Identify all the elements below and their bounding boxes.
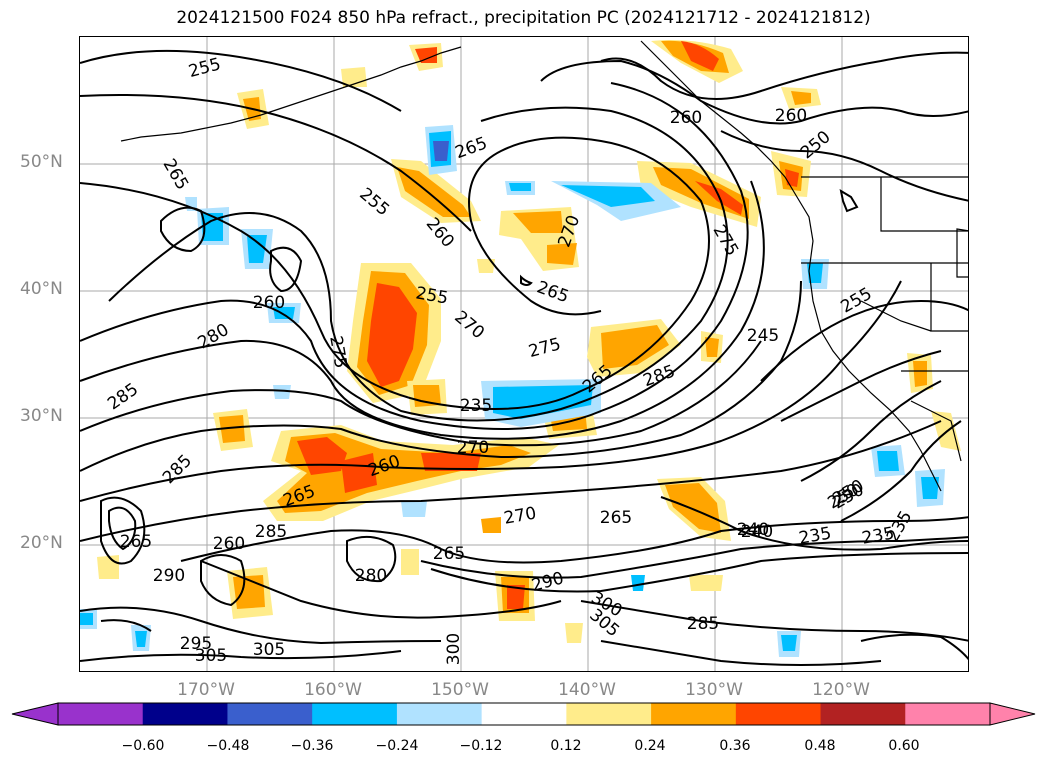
contour-label: 285 xyxy=(159,451,196,488)
contour-label: 245 xyxy=(747,326,779,346)
colorbar-tick: 0.36 xyxy=(719,738,751,754)
lon-label-170w: 170°W xyxy=(177,680,235,700)
colorbar-bin xyxy=(905,703,991,725)
contour-label: 265 xyxy=(534,277,571,307)
contour-label: 265 xyxy=(453,133,490,163)
contour-label: 280 xyxy=(355,566,387,586)
lat-label-30: 30°N xyxy=(20,406,63,426)
contour-label: 285 xyxy=(687,614,719,634)
contour-label: 300 xyxy=(444,633,464,665)
contour-label: 260 xyxy=(253,293,285,313)
contour-label: 285 xyxy=(255,522,287,542)
lat-label-20: 20°N xyxy=(20,533,63,553)
precip-negative-shading xyxy=(80,125,945,657)
contour-label: 285 xyxy=(104,379,142,414)
lon-label-120w: 120°W xyxy=(812,680,870,700)
colorbar-bin xyxy=(481,703,567,725)
colorbar-tick: −0.48 xyxy=(206,738,250,754)
contour-label: 275 xyxy=(325,334,350,369)
colorbar-extend-high xyxy=(989,702,1036,726)
lon-label-160w: 160°W xyxy=(304,680,362,700)
contour-label: 305 xyxy=(195,646,227,666)
colorbar-bins xyxy=(58,703,991,725)
contour-label: 260 xyxy=(670,108,702,128)
coastline xyxy=(120,40,968,492)
colorbar-extend-low xyxy=(11,702,59,726)
contour-label: 255 xyxy=(355,184,393,220)
contour-label: 240 xyxy=(741,522,773,542)
colorbar-tick: 0.48 xyxy=(804,738,836,754)
colorbar-tick: −0.60 xyxy=(121,738,165,754)
contour-label: 275 xyxy=(526,334,563,362)
colorbar-bin xyxy=(142,703,228,725)
lon-label-150w: 150°W xyxy=(431,680,489,700)
colorbar-bin xyxy=(58,703,144,725)
contour-label: 305 xyxy=(253,640,285,660)
lat-label-40: 40°N xyxy=(20,279,63,299)
colorbar-tick: 0.24 xyxy=(634,738,666,754)
colorbar-bin xyxy=(820,703,906,725)
colorbar-tick: −0.36 xyxy=(290,738,334,754)
lon-label-140w: 140°W xyxy=(558,680,616,700)
lon-label-130w: 130°W xyxy=(685,680,743,700)
contour-label: 250 xyxy=(797,127,835,163)
contour-label: 275 xyxy=(709,221,743,259)
contour-label: 270 xyxy=(502,503,537,528)
lat-label-50: 50°N xyxy=(20,152,63,172)
contour-label: 260 xyxy=(775,106,807,126)
contour-label: 265 xyxy=(433,544,465,564)
contour-label: 295 xyxy=(180,634,212,654)
contour-label: 270 xyxy=(450,307,488,343)
colorbar-tick: −0.12 xyxy=(459,738,503,754)
contour-label: 240 xyxy=(737,520,769,540)
contour-label: 290 xyxy=(153,566,185,586)
colorbar-bin xyxy=(651,703,737,725)
colorbar-bin xyxy=(735,703,822,725)
contour-label: 255 xyxy=(837,284,875,318)
contour-label: 255 xyxy=(186,54,223,82)
contour-label: 265 xyxy=(159,155,193,193)
refractivity-contours xyxy=(80,49,968,666)
colorbar-bin xyxy=(227,703,313,725)
colorbar-bin xyxy=(396,703,483,725)
contour-label: 265 xyxy=(120,532,152,552)
map-title: 2024121500 F024 850 hPa refract., precip… xyxy=(176,8,871,28)
contour-label: 235 xyxy=(460,396,492,416)
contour-label: 270 xyxy=(457,438,489,458)
map-canvas: 2552652552602652702652602502552702752802… xyxy=(80,37,968,671)
colorbar-tick: 0.60 xyxy=(888,738,920,754)
colorbar-bin xyxy=(312,703,398,725)
contour-label: 260 xyxy=(213,534,245,554)
colorbar-tick: −0.24 xyxy=(375,738,419,754)
colorbar-bin xyxy=(566,703,652,725)
contour-label: 265 xyxy=(600,508,632,528)
colorbar-tick: 0.12 xyxy=(550,738,582,754)
map-panel: 255 265 255 260 265 270 265 260 250 255 270 275 280 2… xyxy=(79,36,969,672)
colorbar xyxy=(11,702,1036,726)
